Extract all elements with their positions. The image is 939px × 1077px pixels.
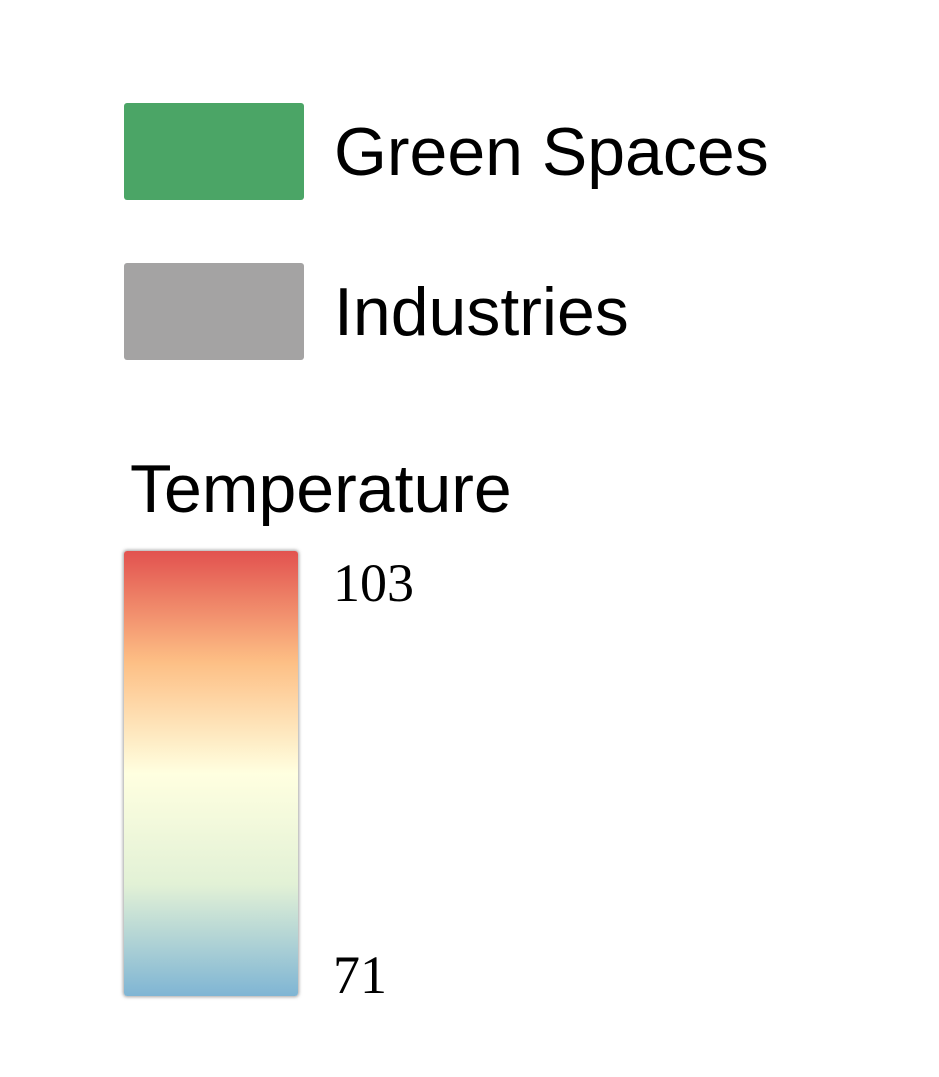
temperature-title: Temperature xyxy=(130,451,512,527)
legend-item-green-spaces: Green Spaces xyxy=(124,103,769,200)
legend-item-industries: Industries xyxy=(124,263,629,360)
green-spaces-label: Green Spaces xyxy=(334,113,769,190)
industries-label: Industries xyxy=(334,273,629,350)
temperature-max-label: 103 xyxy=(333,553,414,613)
temperature-color-ramp xyxy=(124,551,298,996)
industries-swatch xyxy=(124,263,304,360)
temperature-min-label: 71 xyxy=(333,945,387,1005)
green-spaces-swatch xyxy=(124,103,304,200)
